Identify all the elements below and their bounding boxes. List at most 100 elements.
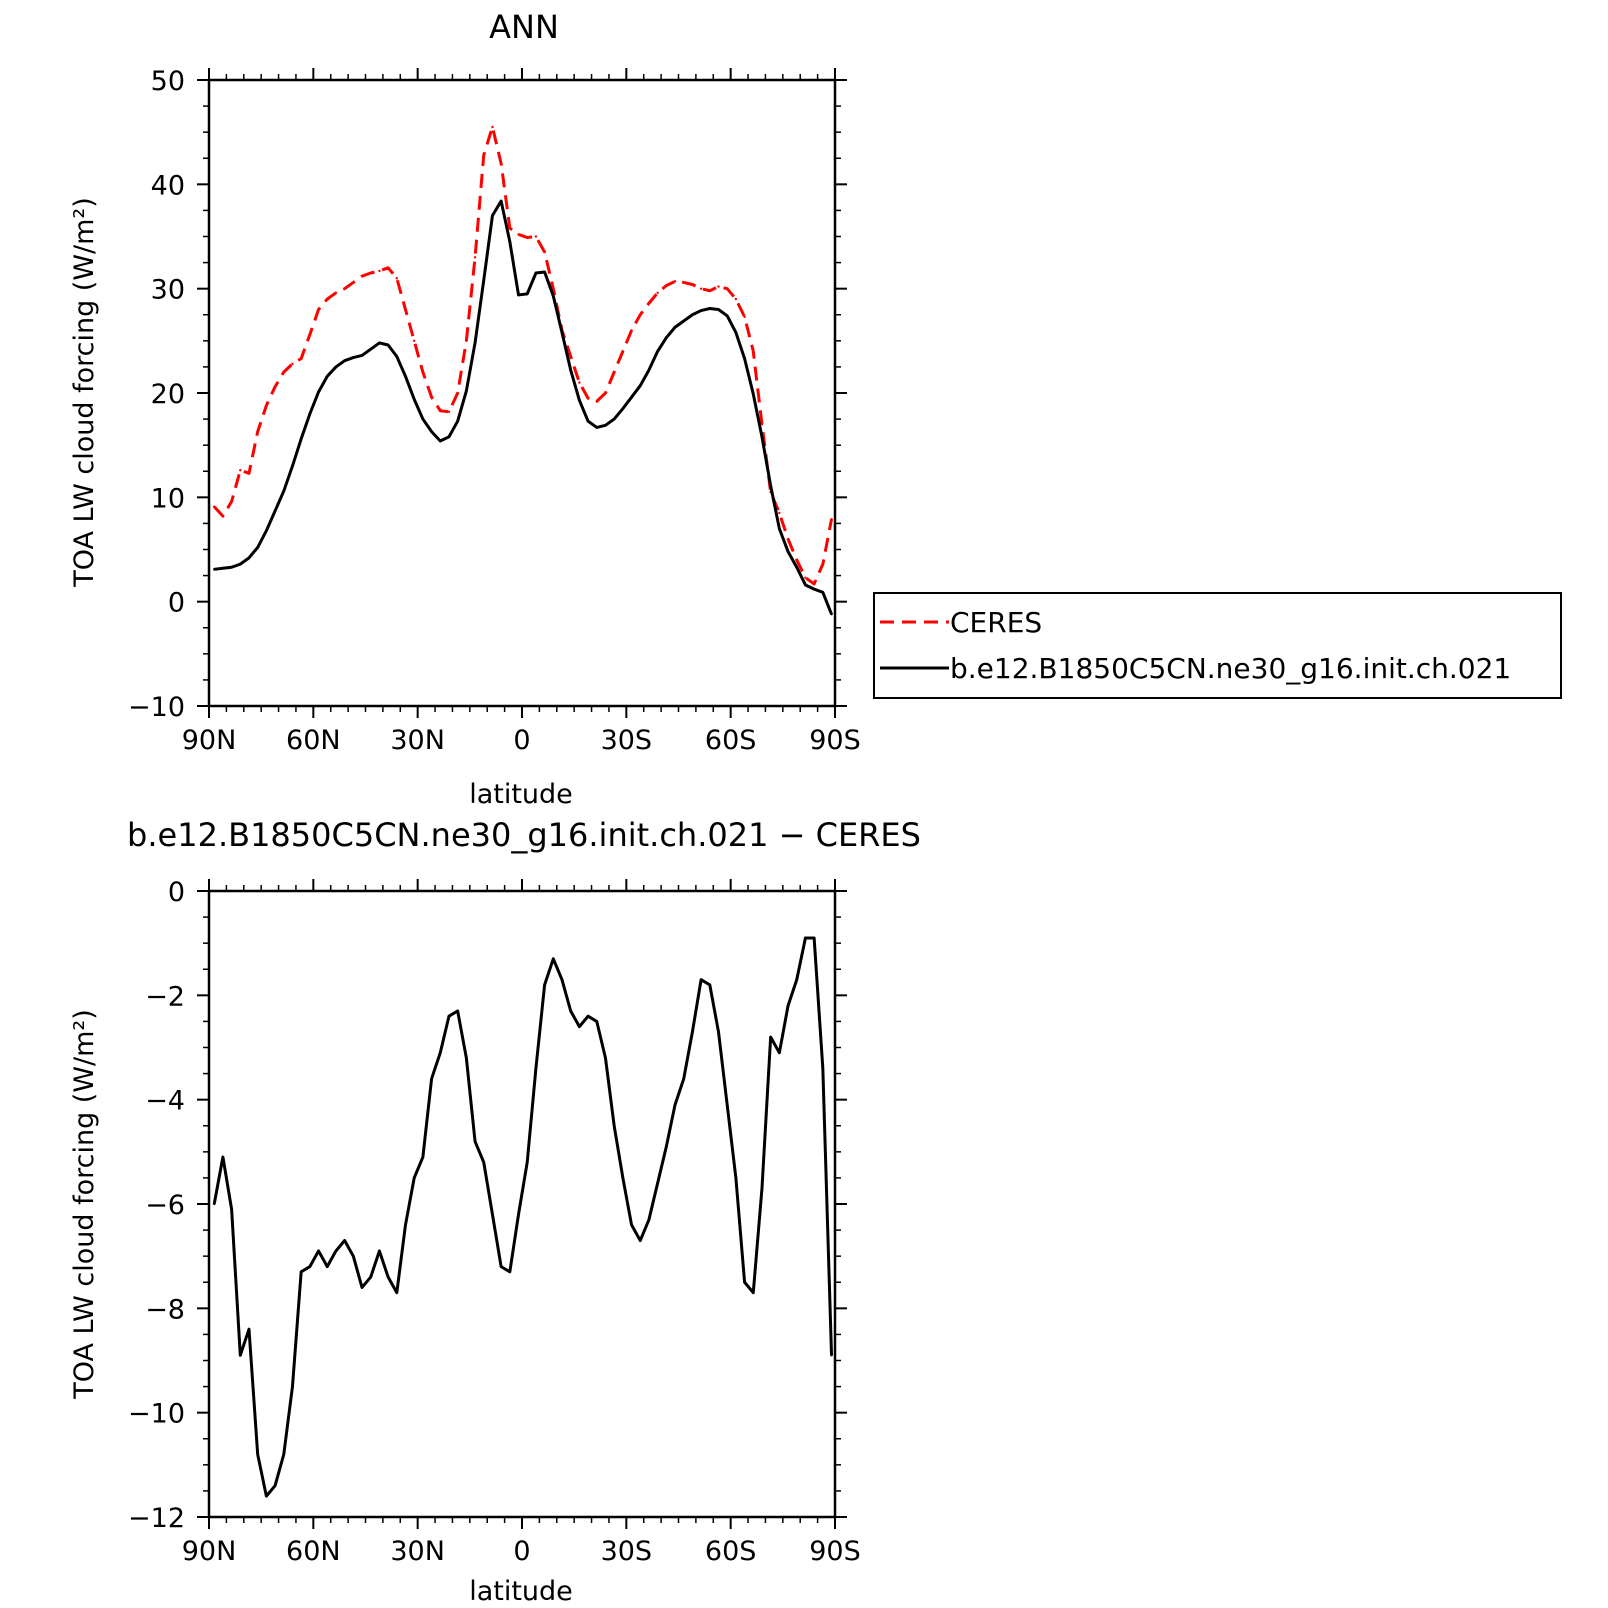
- top-data-point: [725, 314, 729, 317]
- top-data-point: [665, 336, 668, 339]
- top-data-point: [725, 287, 729, 290]
- top-data-point: [412, 398, 416, 401]
- bottom-data-point: [291, 1385, 294, 1388]
- top-data-point: [526, 236, 529, 239]
- bottom-data-point: [821, 1067, 825, 1070]
- bottom-data-point: [586, 1015, 590, 1018]
- top-data-point: [665, 284, 668, 287]
- top-x-tick-label: 30N: [390, 725, 445, 756]
- top-x-tick-label: 90N: [182, 725, 237, 756]
- top-data-point: [569, 355, 572, 358]
- top-data-point: [534, 271, 538, 275]
- top-data-point: [291, 464, 294, 468]
- top-data-point: [334, 291, 338, 295]
- top-data-point: [265, 529, 268, 532]
- bottom-data-point: [769, 1035, 772, 1039]
- bottom-data-point: [247, 1328, 251, 1331]
- top-data-point: [604, 391, 607, 395]
- bottom-y-tick-label: −10: [128, 1399, 185, 1430]
- top-data-point: [830, 518, 833, 521]
- bottom-data-point: [213, 1202, 216, 1206]
- top-data-point: [717, 308, 720, 311]
- top-y-tick-label: 50: [151, 66, 185, 97]
- bottom-data-point: [430, 1077, 433, 1081]
- top-data-point: [491, 125, 494, 129]
- top-data-point: [456, 419, 459, 423]
- top-data-point: [299, 437, 303, 441]
- top-data-point: [352, 281, 355, 284]
- bottom-data-point: [230, 1208, 233, 1211]
- top-data-point: [239, 469, 242, 472]
- bottom-data-point: [717, 1030, 720, 1034]
- top-data-point: [795, 566, 798, 569]
- top-data-point: [552, 294, 555, 298]
- bottom-data-point: [656, 1181, 659, 1185]
- top-data-point: [639, 313, 642, 316]
- top-data-point: [213, 505, 216, 508]
- top-x-tick-label: 0: [513, 725, 530, 756]
- top-data-point: [560, 331, 564, 334]
- bottom-data-point: [804, 936, 807, 940]
- top-data-point: [317, 390, 320, 394]
- top-x-axis-label: latitude: [469, 779, 573, 810]
- legend: CERES b.e12.B1850C5CN.ne30_g16.init.ch.0…: [873, 592, 1562, 699]
- bottom-data-point: [621, 1176, 625, 1180]
- bottom-data-point: [595, 1020, 598, 1023]
- top-data-point: [534, 235, 538, 238]
- top-data-point: [360, 274, 364, 278]
- top-data-point: [734, 297, 738, 301]
- bottom-data-point: [395, 1291, 398, 1294]
- bottom-data-point: [308, 1265, 312, 1268]
- top-y-axis-label: TOA LW cloud forcing (W/m²): [69, 197, 100, 588]
- top-data-point: [734, 331, 738, 334]
- top-data-point: [326, 375, 329, 378]
- bottom-x-tick-label: 90S: [809, 1536, 861, 1567]
- top-data-point: [821, 591, 825, 594]
- top-data-point: [247, 556, 251, 560]
- bottom-data-point: [317, 1249, 320, 1253]
- bottom-x-tick-label: 90N: [182, 1536, 237, 1567]
- bottom-data-point: [612, 1124, 616, 1127]
- top-data-point: [804, 576, 807, 579]
- bottom-y-tick-label: −8: [145, 1294, 185, 1325]
- top-data-point: [586, 397, 590, 400]
- top-data-point: [230, 500, 233, 503]
- bottom-data-point: [517, 1213, 520, 1216]
- bottom-data-point: [334, 1249, 338, 1253]
- top-data-point: [213, 568, 216, 571]
- bottom-data-point: [273, 1484, 277, 1487]
- top-data-point: [830, 612, 833, 616]
- top-data-point: [456, 391, 459, 395]
- top-data-point: [430, 395, 433, 399]
- bottom-data-point: [630, 1223, 633, 1227]
- top-data-point: [760, 423, 764, 426]
- top-data-point: [812, 587, 816, 591]
- bottom-data-point: [421, 1155, 425, 1159]
- bottom-data-point: [604, 1056, 607, 1060]
- top-data-point: [395, 277, 398, 280]
- top-data-point: [447, 410, 451, 413]
- bottom-data-point: [560, 978, 564, 981]
- top-ticks: 90N 60N 30N 0 30S 60S 90S 50 40 30 20 10 0 −10: [128, 66, 861, 756]
- bottom-series-line-0: [212, 936, 834, 1498]
- bottom-data-point: [360, 1286, 364, 1289]
- top-data-point: [482, 153, 485, 157]
- bottom-y-tick-label: 0: [168, 877, 185, 908]
- bottom-data-point: [830, 1354, 833, 1357]
- bottom-data-point: [465, 1056, 468, 1060]
- bottom-data-point: [639, 1239, 642, 1242]
- bottom-x-tick-label: 60N: [286, 1536, 341, 1567]
- bottom-data-point: [299, 1270, 303, 1274]
- top-plot-frame: [207, 78, 837, 708]
- top-data-point: [221, 514, 225, 518]
- bottom-data-point: [508, 1270, 512, 1274]
- top-y-tick-label: 20: [151, 379, 185, 410]
- top-data-point: [673, 326, 677, 329]
- bottom-x-axis-label: latitude: [469, 1576, 573, 1607]
- top-panel: ANN TOA LW cloud forcing (W/m²) latitude…: [69, 8, 861, 810]
- top-series-line-1: [214, 199, 833, 615]
- top-data-point: [578, 399, 581, 402]
- bottom-data-point: [812, 936, 816, 940]
- top-data-point: [621, 407, 625, 410]
